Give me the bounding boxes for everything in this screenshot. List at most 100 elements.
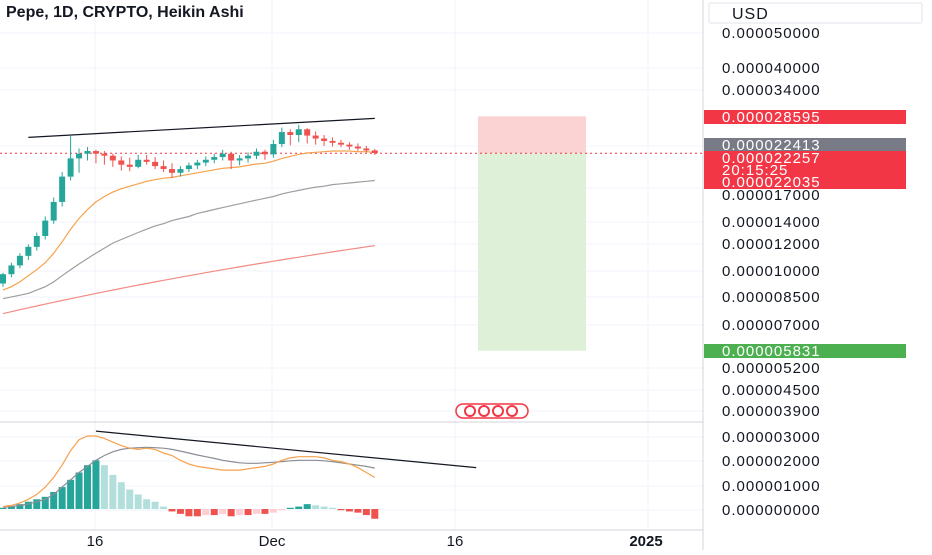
macd-histogram-bar	[92, 460, 100, 509]
macd-histogram-bar	[176, 509, 184, 514]
macd-histogram-bar	[143, 499, 151, 509]
candle	[245, 152, 252, 163]
candle	[236, 155, 243, 166]
price-tick-label: 0.000003900	[722, 403, 821, 420]
price-tick-label: 0.000005200	[722, 360, 821, 377]
take-profit-zone[interactable]	[478, 153, 586, 351]
macd-signal-line	[2, 446, 375, 508]
candle	[202, 156, 209, 167]
macd-histogram-bar	[84, 465, 91, 509]
macd-histogram-bar	[134, 494, 142, 509]
price-tag: 20:15:25	[704, 162, 906, 179]
price-tick-label: 0.000004500	[722, 382, 821, 399]
macd-histogram-bar	[117, 482, 125, 509]
candle	[42, 216, 49, 240]
candle	[185, 162, 192, 173]
macd-tick-label: 0.000001000	[722, 478, 821, 495]
candle	[109, 153, 116, 167]
ma-mid-line	[2, 179, 375, 300]
candle	[118, 156, 125, 171]
candle	[261, 149, 268, 160]
candle	[76, 148, 83, 173]
macd-histogram-bar	[126, 489, 134, 509]
macd-histogram-bar	[337, 509, 345, 511]
chart-title: Pepe, 1D, CRYPTO, Heikin Ashi	[6, 4, 244, 21]
candle	[126, 157, 133, 172]
time-axis[interactable]: 16 Dec 16 2025	[87, 533, 663, 550]
candle	[346, 142, 353, 150]
candle	[67, 136, 74, 181]
price-tick-label: 0.000050000	[722, 25, 821, 42]
candle	[8, 262, 15, 278]
macd-histogram-bar	[236, 509, 244, 516]
candle	[363, 145, 370, 153]
price-tick-label: 0.000014000	[722, 214, 821, 231]
svg-text:0.000022035: 0.000022035	[722, 174, 821, 191]
price-tags: 0.000028595 0.0000224130.00002225720:15:2…	[704, 109, 906, 360]
candles-layer	[0, 124, 378, 287]
macd-histogram-bar	[295, 506, 303, 509]
currency-button[interactable]: USD	[708, 2, 923, 24]
price-tick-label: 0.000012000	[722, 236, 821, 253]
macd-histogram-bar	[185, 509, 193, 517]
macd-histogram-bar	[0, 507, 7, 509]
macd-axis[interactable]: 0.000003000 0.000002000 0.000001000 0.00000…	[722, 429, 821, 519]
price-tick-label: 0.000017000	[722, 187, 821, 204]
macd-histogram-bar	[151, 501, 159, 509]
macd-histogram-bar	[33, 499, 41, 509]
price-tick-label: 0.000040000	[722, 60, 821, 77]
price-tag: 0.000022413	[704, 137, 906, 154]
candle	[354, 143, 361, 152]
price-tick-label: 0.000010000	[722, 263, 821, 280]
macd-histogram-bar	[100, 465, 108, 509]
svg-text:0.000022413: 0.000022413	[722, 137, 821, 154]
candle	[312, 131, 319, 145]
macd-histogram-bar	[109, 474, 117, 509]
macd-tick-label: 0.000000000	[722, 502, 821, 519]
svg-text:0.000005831: 0.000005831	[722, 343, 821, 360]
macd-histogram-bar	[75, 472, 83, 509]
stop-loss-zone[interactable]	[478, 116, 586, 154]
macd-histogram-bar	[261, 509, 269, 514]
price-tag: 0.000022035	[704, 174, 906, 191]
ma-fast-line	[2, 150, 375, 291]
macd-trendline[interactable]	[95, 430, 477, 469]
macd-histogram-bar	[312, 505, 320, 509]
price-axis[interactable]: 0.000050000 0.000040000 0.000034000 0.00001…	[722, 25, 821, 420]
svg-text:0.000028595: 0.000028595	[722, 109, 821, 126]
position-zones	[0, 116, 703, 351]
macd-histogram-bar	[329, 507, 337, 509]
macd-histogram-bar	[227, 509, 235, 517]
macd-histogram-bar	[50, 491, 58, 509]
moving-averages	[2, 150, 375, 315]
candle	[194, 159, 201, 170]
candle	[219, 149, 226, 161]
macd-histogram-bar	[7, 506, 15, 509]
price-tag: 0.000028595	[704, 109, 906, 126]
candle	[16, 253, 23, 269]
time-tick-label: 16	[87, 533, 104, 550]
replay-icon[interactable]	[455, 403, 529, 419]
macd-histogram-bar	[345, 509, 353, 512]
candle	[92, 149, 99, 164]
price-tag: 0.000022257	[704, 150, 906, 167]
candle	[101, 151, 108, 165]
macd-line	[2, 435, 376, 508]
macd-histogram-bar	[278, 509, 286, 511]
macd-histogram-bar	[362, 509, 370, 516]
candle	[228, 151, 235, 170]
macd-histogram-bar	[371, 509, 379, 519]
trendlines[interactable]	[28, 117, 375, 138]
macd-histogram-bar	[168, 509, 176, 512]
candle	[33, 232, 40, 251]
macd-tick-label: 0.000002000	[722, 453, 821, 470]
macd-histogram-bar	[16, 504, 24, 509]
time-tick-label: Dec	[259, 533, 286, 550]
candle	[152, 157, 159, 170]
price-trendline[interactable]	[28, 117, 375, 138]
macd-histogram-bar	[202, 509, 210, 516]
macd-histogram-bar	[160, 506, 168, 509]
price-tick-label: 0.000034000	[722, 82, 821, 99]
